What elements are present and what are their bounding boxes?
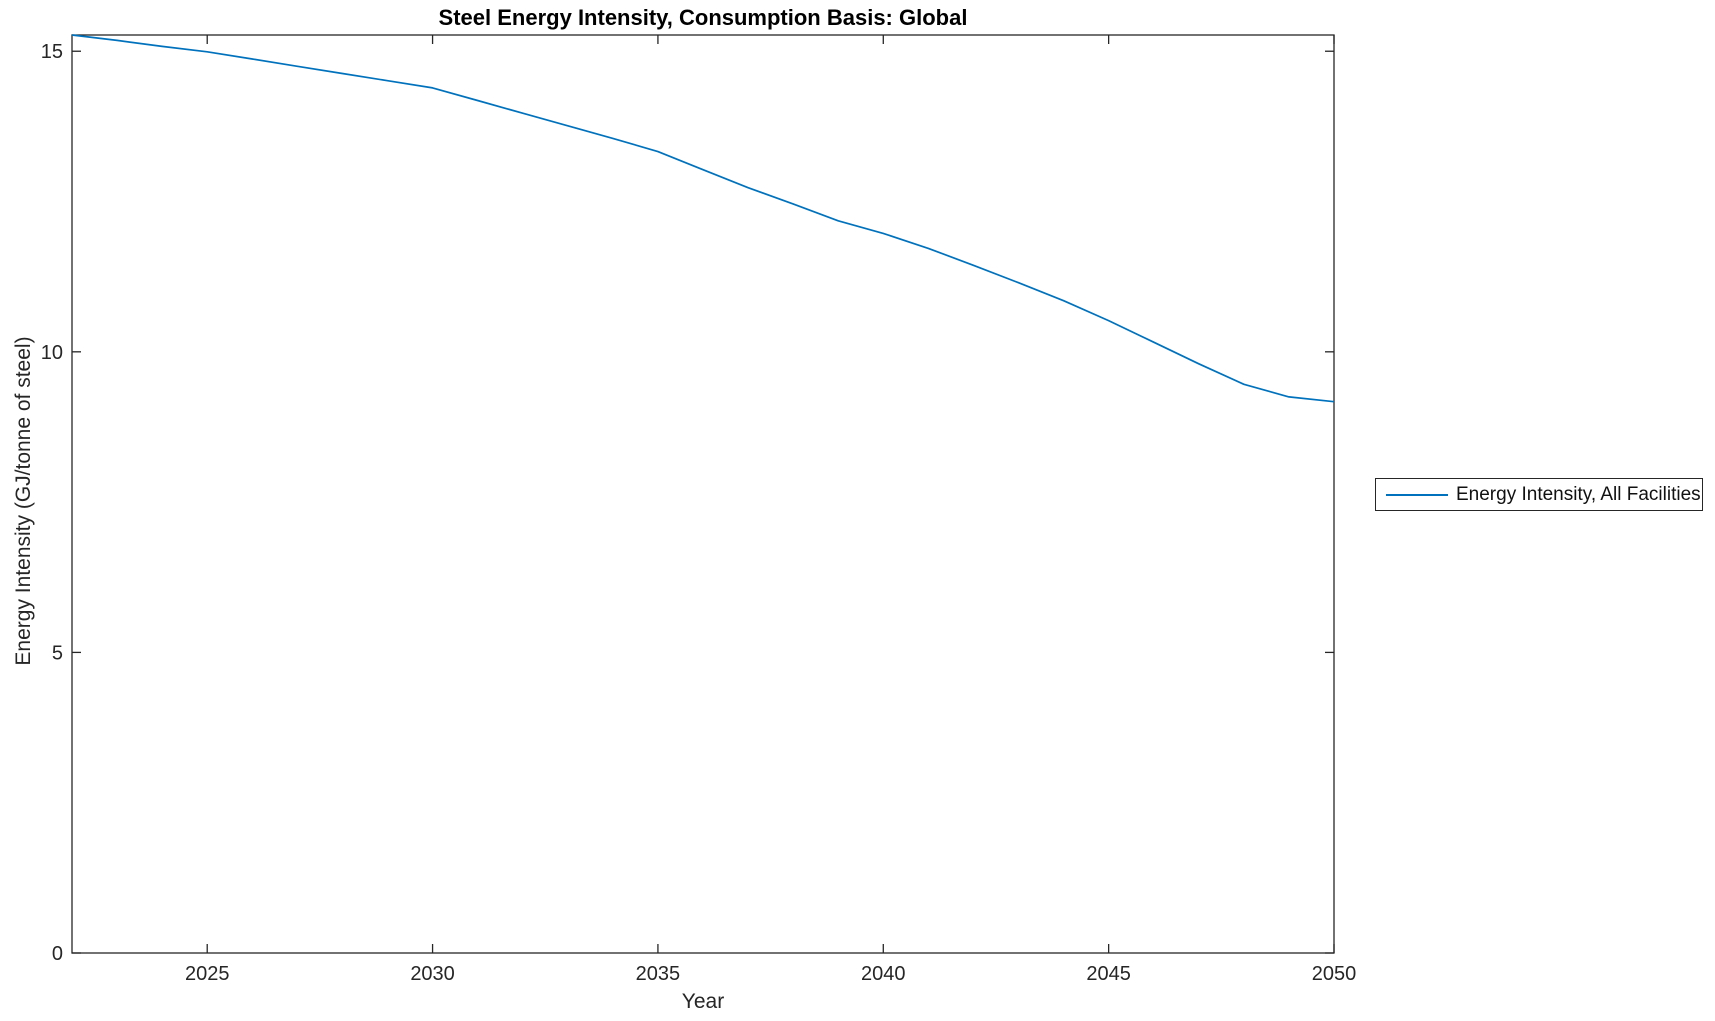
x-tick-label: 2040 <box>861 963 906 985</box>
axes-box <box>71 34 1335 954</box>
x-tick-label: 2045 <box>1086 963 1131 985</box>
x-tick-label: 2050 <box>1312 963 1357 985</box>
legend: Energy Intensity, All Facilities <box>1375 478 1703 511</box>
legend-entry-label: Energy Intensity, All Facilities <box>1456 483 1701 505</box>
data-line <box>71 34 1335 403</box>
x-axis-label: Year <box>681 990 725 1013</box>
x-tick-label: 2035 <box>636 963 681 985</box>
x-tick-label: 2030 <box>410 963 455 985</box>
y-tick-label: 0 <box>52 943 63 965</box>
chart-title: Steel Energy Intensity, Consumption Basi… <box>438 5 968 30</box>
y-tick-label: 15 <box>41 41 63 63</box>
x-tick-label: 2025 <box>185 963 230 985</box>
y-tick-label: 10 <box>41 342 63 364</box>
legend-line-sample <box>1386 493 1448 496</box>
y-tick-label: 5 <box>52 642 63 664</box>
